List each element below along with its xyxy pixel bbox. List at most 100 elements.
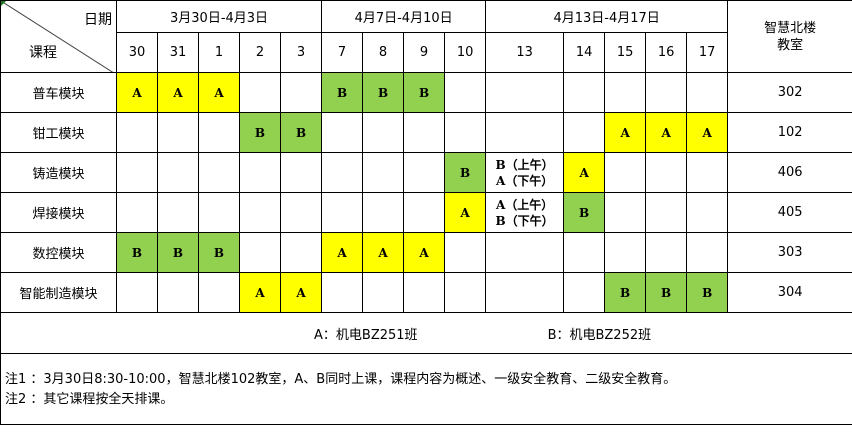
schedule-cell xyxy=(157,192,199,233)
schedule-cell xyxy=(485,112,565,153)
schedule-cell xyxy=(116,272,158,313)
schedule-cell xyxy=(686,152,729,193)
schedule-cell xyxy=(645,72,688,113)
schedule-cell: B xyxy=(686,272,729,313)
day-header: 7 xyxy=(321,32,364,73)
schedule-cell xyxy=(116,112,158,153)
schedule-cell xyxy=(485,272,565,313)
schedule-cell xyxy=(321,192,364,233)
course-name: 焊接模块 xyxy=(0,192,117,233)
course-name: 钳工模块 xyxy=(0,112,117,153)
schedule-cell xyxy=(321,112,364,153)
schedule-cell: A xyxy=(362,232,405,273)
table-row: 数控模块 B B B A A A 303 xyxy=(0,232,852,273)
schedule-cell xyxy=(604,152,647,193)
note-2: 注2 ：其它课程按全天排课。 xyxy=(5,392,174,407)
schedule-cell xyxy=(645,232,688,273)
schedule-cell xyxy=(645,192,688,233)
schedule-cell xyxy=(279,72,323,113)
room-number: 302 xyxy=(727,72,852,113)
week-header-3: 4月13日-4月17日 xyxy=(485,0,729,33)
schedule-cell: A xyxy=(321,232,364,273)
schedule-cell xyxy=(563,72,606,113)
schedule-cell: B xyxy=(444,152,487,193)
schedule-cell: B（上午） A（下午） xyxy=(485,152,565,193)
schedule-cell xyxy=(403,112,446,153)
schedule-cell xyxy=(604,232,647,273)
schedule-cell xyxy=(362,192,405,233)
schedule-cell: A xyxy=(686,112,729,153)
schedule-cell xyxy=(444,272,487,313)
legend-cell: A：机电BZ251班 B：机电BZ252班 xyxy=(0,312,852,354)
schedule-cell xyxy=(239,192,281,233)
schedule-cell: A xyxy=(645,112,688,153)
table-row: 普车模块 A A A B B B 302 xyxy=(0,72,852,113)
schedule-cell: A xyxy=(239,272,281,313)
day-header: 16 xyxy=(645,32,688,73)
day-header: 9 xyxy=(403,32,446,73)
course-name: 铸造模块 xyxy=(0,152,117,193)
schedule-cell xyxy=(403,272,446,313)
schedule-cell: A xyxy=(279,272,323,313)
schedule-cell xyxy=(563,232,606,273)
room-number: 304 xyxy=(727,272,852,313)
schedule-cell xyxy=(604,72,647,113)
room-number: 406 xyxy=(727,152,852,193)
schedule-cell: A xyxy=(604,112,647,153)
day-header: 8 xyxy=(362,32,405,73)
schedule-cell: B xyxy=(403,72,446,113)
day-header: 2 xyxy=(239,32,281,73)
schedule-cell xyxy=(239,232,281,273)
schedule-cell xyxy=(645,152,688,193)
schedule-cell xyxy=(157,152,199,193)
schedule-cell xyxy=(198,272,240,313)
schedule-cell xyxy=(321,152,364,193)
course-name: 智能制造模块 xyxy=(0,272,117,313)
schedule-cell xyxy=(362,152,405,193)
schedule-cell: A xyxy=(116,72,158,113)
week-header-1: 3月30日-4月3日 xyxy=(115,0,323,33)
day-header: 15 xyxy=(604,32,647,73)
schedule-cell: A xyxy=(403,232,446,273)
schedule-cell: A xyxy=(198,72,240,113)
schedule-cell xyxy=(198,152,240,193)
schedule-cell xyxy=(604,192,647,233)
schedule-cell: B xyxy=(279,112,323,153)
schedule-cell xyxy=(157,272,199,313)
corner-header-cell: 日期 课程 xyxy=(0,0,117,73)
course-name: 数控模块 xyxy=(0,232,117,273)
schedule-cell xyxy=(198,112,240,153)
note-1: 注1 ：3月30日8:30-10:00，智慧北楼102教室，A、B同时上课，课程… xyxy=(5,372,677,387)
schedule-cell xyxy=(686,192,729,233)
week-header-2: 4月7日-4月10日 xyxy=(321,0,487,33)
schedule-cell xyxy=(686,72,729,113)
schedule-cell xyxy=(116,152,158,193)
course-label: 课程 xyxy=(29,45,57,61)
table-row: 钳工模块 B B A A A 102 xyxy=(0,112,852,153)
schedule-cell: B xyxy=(604,272,647,313)
day-header: 13 xyxy=(485,32,565,73)
schedule-cell xyxy=(239,72,281,113)
day-header: 30 xyxy=(116,32,158,73)
schedule-cell xyxy=(485,72,565,113)
schedule-cell: B xyxy=(645,272,688,313)
day-header: 10 xyxy=(444,32,487,73)
day-header: 14 xyxy=(563,32,606,73)
day-header: 1 xyxy=(198,32,240,73)
room-number: 102 xyxy=(727,112,852,153)
schedule-cell xyxy=(157,112,199,153)
schedule-cell: B xyxy=(563,192,606,233)
schedule-cell: B xyxy=(157,232,199,273)
schedule-cell xyxy=(279,232,323,273)
schedule-cell xyxy=(362,112,405,153)
schedule-cell: A xyxy=(444,192,487,233)
day-header: 31 xyxy=(157,32,199,73)
schedule-cell xyxy=(485,232,565,273)
schedule-cell: B xyxy=(239,112,281,153)
schedule-cell xyxy=(444,112,487,153)
date-label: 日期 xyxy=(84,12,112,28)
room-header: 智慧北楼 教室 xyxy=(727,0,852,73)
schedule-cell xyxy=(279,192,323,233)
table-row: 智能制造模块 A A B B B 304 xyxy=(0,272,852,313)
schedule-cell xyxy=(444,232,487,273)
